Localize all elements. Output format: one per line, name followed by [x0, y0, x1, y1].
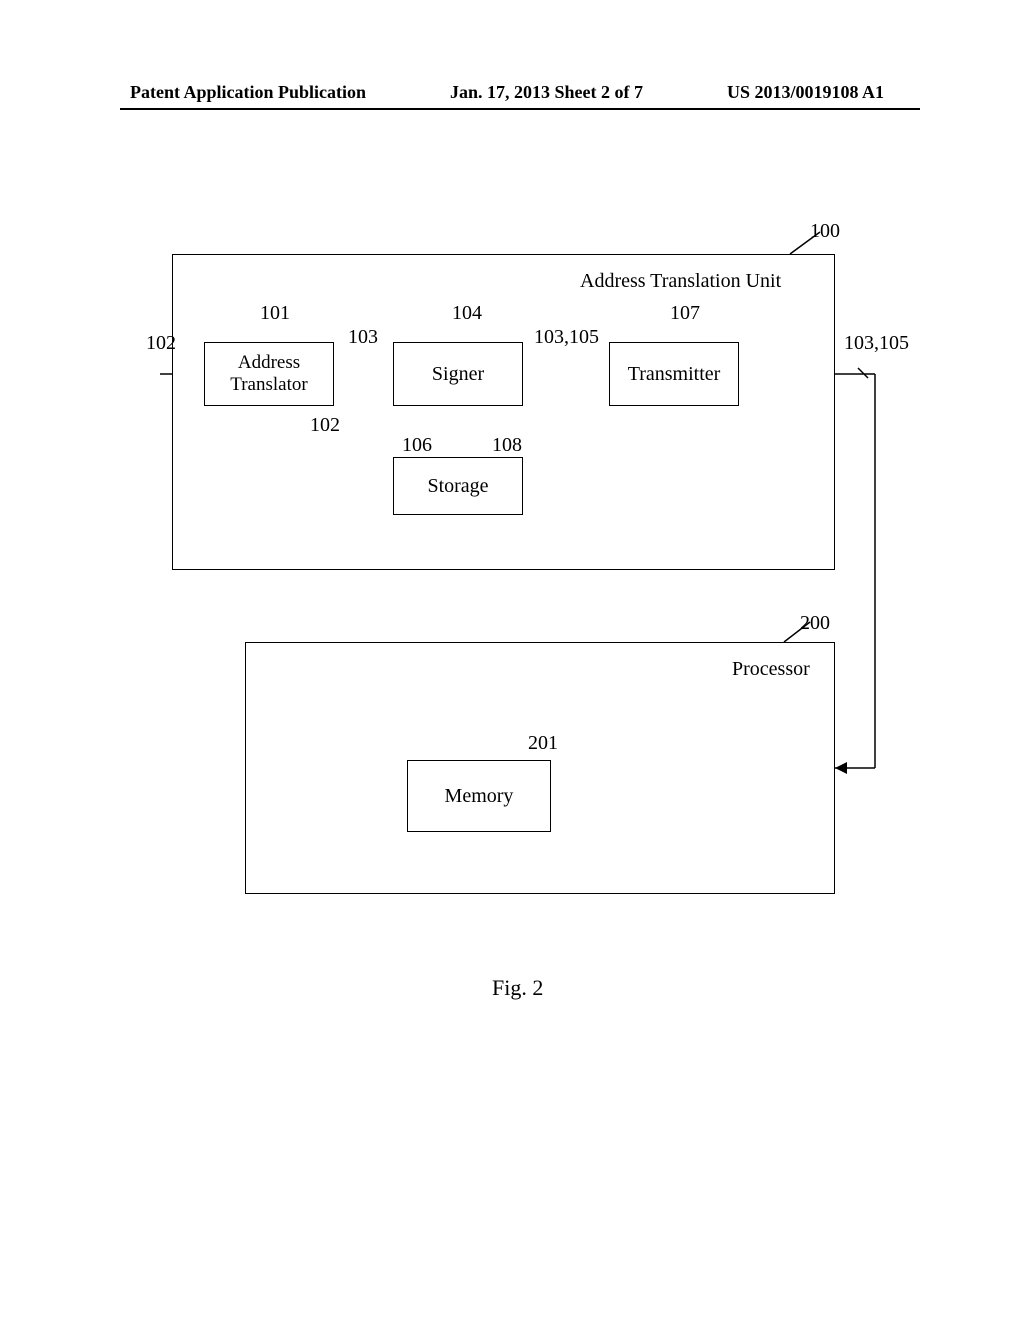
storage-box: Storage — [393, 457, 523, 515]
figure-caption: Fig. 2 — [492, 975, 543, 1001]
transmitter-box: Transmitter — [609, 342, 739, 406]
memory-box: Memory — [407, 760, 551, 832]
storage-ref: 108 — [492, 434, 522, 457]
memory-label: Memory — [445, 785, 514, 808]
wire-label-103-105-a: 103,105 — [534, 326, 599, 349]
signer-ref: 104 — [452, 302, 482, 325]
wire-label-102-under: 102 — [310, 414, 340, 437]
wire-label-103-mid: 103 — [348, 326, 378, 349]
wire-label-106: 106 — [402, 434, 432, 457]
signer-box: Signer — [393, 342, 523, 406]
processor-ref: 200 — [800, 612, 830, 635]
transmitter-label: Transmitter — [628, 363, 721, 386]
atu-title: Address Translation Unit — [580, 270, 781, 293]
storage-label: Storage — [427, 475, 488, 498]
wire-label-103-105-b: 103,105 — [844, 332, 909, 355]
address-translator-ref: 101 — [260, 302, 290, 325]
diagram: Address Translation Unit 100 Address Tra… — [0, 0, 1024, 1320]
processor-title: Processor — [732, 658, 810, 681]
address-translator-label: Address Translator — [230, 352, 307, 396]
signer-label: Signer — [432, 363, 484, 386]
address-translator-box: Address Translator — [204, 342, 334, 406]
transmitter-ref: 107 — [670, 302, 700, 325]
atu-ref: 100 — [810, 220, 840, 243]
wire-label-102-left: 102 — [146, 332, 176, 355]
page: Patent Application Publication Jan. 17, … — [0, 0, 1024, 1320]
memory-ref: 201 — [528, 732, 558, 755]
